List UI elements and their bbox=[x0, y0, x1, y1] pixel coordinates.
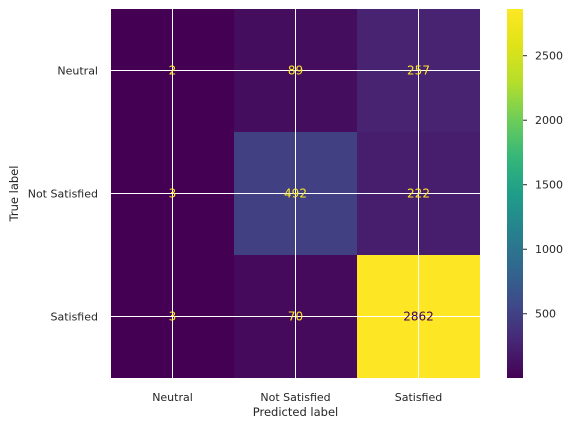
cell-value-r0-c1: 89 bbox=[288, 64, 303, 78]
y-axis-ticks: Neutral Not Satisfied Satisfied bbox=[28, 65, 98, 324]
cell-value-labels: 2 89 257 3 492 222 3 70 2862 bbox=[169, 64, 434, 324]
grid-lines bbox=[111, 9, 480, 378]
colorbar-tick-label: 500 bbox=[535, 308, 556, 321]
x-axis-ticks: Neutral Not Satisfied Satisfied bbox=[152, 391, 442, 404]
cell-value-r0-c2: 257 bbox=[407, 64, 430, 78]
x-tick-label: Not Satisfied bbox=[260, 391, 330, 404]
x-axis-label: Predicted label bbox=[253, 405, 338, 419]
colorbar bbox=[507, 9, 523, 378]
x-tick-label: Neutral bbox=[152, 391, 193, 404]
cell-value-r2-c2: 2862 bbox=[403, 310, 434, 324]
y-tick-label: Satisfied bbox=[50, 311, 98, 324]
colorbar-tick-label: 2000 bbox=[535, 114, 563, 127]
colorbar-tick-label: 1000 bbox=[535, 243, 563, 256]
y-axis-label: True label bbox=[7, 166, 21, 223]
y-tick-label: Not Satisfied bbox=[28, 188, 98, 201]
cell-value-r1-c0: 3 bbox=[169, 187, 177, 201]
cell-value-r2-c0: 3 bbox=[169, 310, 177, 324]
cell-value-r0-c0: 2 bbox=[169, 64, 177, 78]
x-tick-label: Satisfied bbox=[395, 391, 443, 404]
cell-value-r1-c2: 222 bbox=[407, 187, 430, 201]
y-tick-label: Neutral bbox=[57, 65, 98, 78]
colorbar-tick-label: 2500 bbox=[535, 50, 563, 63]
cell-value-r2-c1: 70 bbox=[288, 310, 303, 324]
colorbar-tick-label: 1500 bbox=[535, 179, 563, 192]
colorbar-ticks: 500 1000 1500 2000 2500 bbox=[523, 50, 563, 321]
cell-value-r1-c1: 492 bbox=[284, 187, 307, 201]
